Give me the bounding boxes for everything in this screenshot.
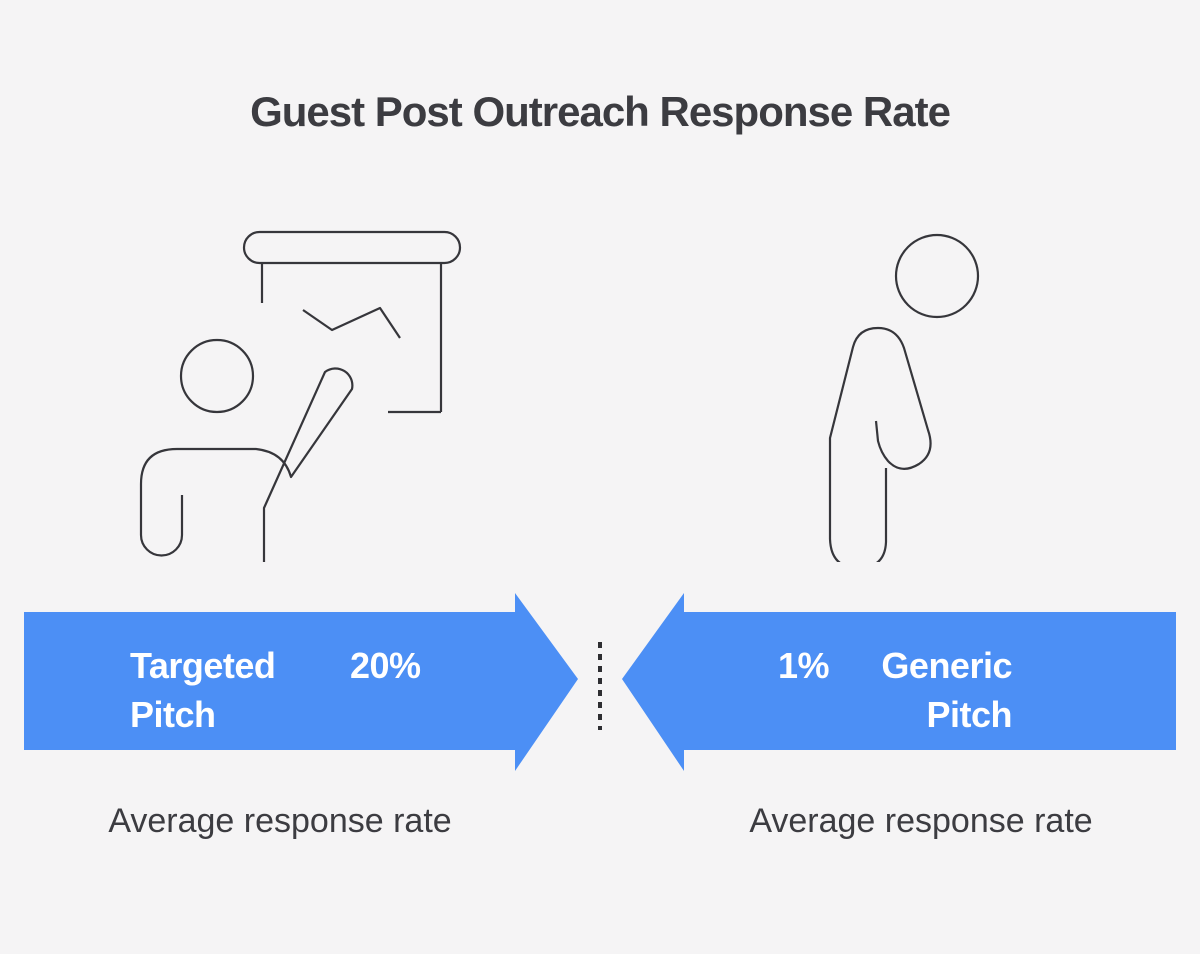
generic-pitch-rate: 1% <box>778 645 830 686</box>
line-chart-zigzag-icon <box>302 306 401 339</box>
dashed-divider-line <box>598 642 602 730</box>
presenter-body <box>139 367 354 562</box>
person-body <box>828 326 932 539</box>
presentation-board-icon <box>242 230 462 265</box>
targeted-pitch-arrow: Targeted Pitch 20% <box>24 593 578 771</box>
generic-pitch-arrow: 1% Generic Pitch <box>622 593 1176 771</box>
person-head <box>894 233 980 319</box>
targeted-pitch-caption: Average response rate <box>108 802 452 840</box>
generic-pitch-caption: Average response rate <box>749 802 1093 840</box>
presenter-with-chart-icon <box>139 230 462 562</box>
presenter-head <box>179 338 255 414</box>
person-body-bottom <box>828 538 888 562</box>
targeted-pitch-rate: 20% <box>350 645 421 686</box>
page-title: Guest Post Outreach Response Rate <box>250 88 951 135</box>
targeted-pitch-label: Targeted Pitch <box>130 645 276 735</box>
generic-pitch-label: Generic Pitch <box>881 645 1012 735</box>
slouched-person-icon <box>828 233 980 562</box>
